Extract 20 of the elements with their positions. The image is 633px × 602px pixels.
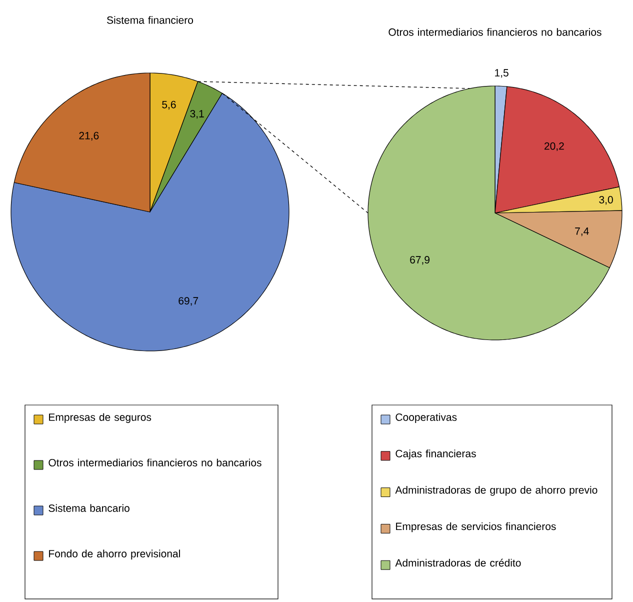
data-label: 67,9 bbox=[410, 256, 430, 265]
chart-title: Otros intermediarios financieros no bancarios bbox=[388, 28, 602, 36]
legend-label: Sistema bancario bbox=[48, 504, 130, 512]
data-label: 20,2 bbox=[544, 142, 564, 152]
legend-label: Administradoras de crédito bbox=[395, 558, 521, 567]
legend-label: Cajas financieras bbox=[396, 450, 476, 460]
data-label: 3,0 bbox=[599, 196, 613, 205]
legend-label: Empresas de servicios financieros bbox=[396, 522, 556, 532]
data-label: 21,6 bbox=[79, 132, 99, 141]
legend-label: Cooperativas bbox=[396, 413, 457, 423]
legend-label: Fondo de ahorro previsional bbox=[49, 550, 180, 560]
data-label: 69,7 bbox=[178, 297, 198, 306]
data-label: 5,6 bbox=[162, 100, 176, 110]
legend-label: Empresas de seguros bbox=[49, 413, 152, 423]
data-label: 7,4 bbox=[575, 228, 589, 236]
legend-label: Administradoras de grupo de ahorro previo bbox=[395, 486, 598, 496]
chart-title: Sistema financiero bbox=[106, 16, 194, 24]
data-label: 3,1 bbox=[190, 110, 204, 119]
data-label: 1,5 bbox=[495, 69, 508, 78]
legend-label: Otros intermediarios financieros no bancarios bbox=[48, 458, 262, 466]
